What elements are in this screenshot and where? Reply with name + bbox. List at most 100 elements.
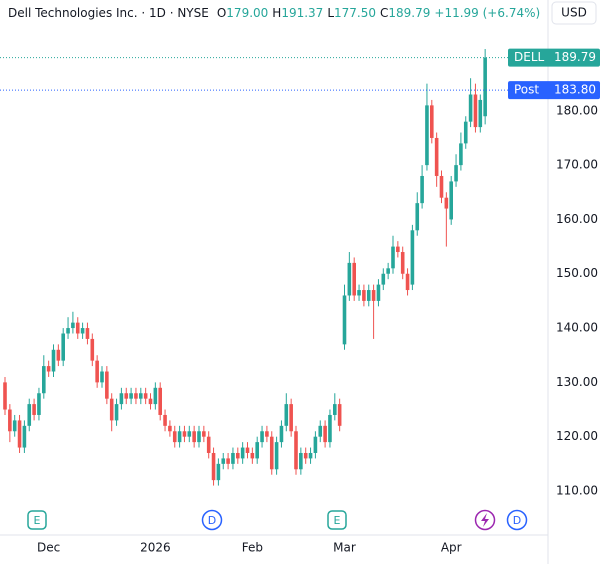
candle-body xyxy=(420,175,424,204)
candle-body xyxy=(61,333,65,361)
y-tick-label: 150.00 xyxy=(556,266,598,280)
ohlc-label: O xyxy=(217,6,226,20)
candle-body xyxy=(90,338,95,361)
currency-button[interactable] xyxy=(551,1,597,25)
candle-body xyxy=(255,442,259,459)
candle-body xyxy=(236,452,240,459)
candle-body xyxy=(342,295,347,345)
candle-body xyxy=(192,431,196,443)
candle-body xyxy=(313,436,318,453)
ohlc-value: 191.37 xyxy=(281,6,323,20)
candle-body xyxy=(376,284,381,301)
candle-body xyxy=(109,398,114,421)
event-icon[interactable] xyxy=(327,510,347,530)
candle-body xyxy=(415,203,420,231)
candle-body xyxy=(323,425,327,443)
candle-body xyxy=(22,425,27,448)
candle-body xyxy=(352,262,356,296)
candle-body xyxy=(12,420,17,432)
candle-body xyxy=(294,431,298,470)
candle-body xyxy=(245,447,250,453)
candle-body xyxy=(197,431,201,443)
candle-body xyxy=(105,371,109,399)
x-tick-label: 2026 xyxy=(140,541,171,555)
candle-body xyxy=(284,404,289,426)
event-label: D xyxy=(208,514,216,527)
candle-body xyxy=(119,393,124,405)
candle-body xyxy=(299,452,303,470)
candle-body xyxy=(444,197,449,209)
candle-body xyxy=(337,404,342,426)
candle-body xyxy=(216,463,221,481)
candle-body xyxy=(3,382,7,410)
candle-body xyxy=(163,414,167,426)
candle-body xyxy=(129,393,133,399)
candle-body xyxy=(100,371,104,383)
candle-body xyxy=(303,452,308,459)
candle-body xyxy=(454,165,458,182)
candle-body xyxy=(459,143,463,166)
candle-body xyxy=(483,57,487,117)
y-tick-label: 120.00 xyxy=(556,429,598,443)
candle-body xyxy=(366,290,371,301)
candle-body xyxy=(231,452,235,464)
event-label: E xyxy=(34,514,41,527)
candle-body xyxy=(439,175,444,198)
candle-body xyxy=(289,404,293,432)
x-tick-label: Mar xyxy=(333,541,356,555)
price-tag-value: 189.79 xyxy=(554,50,596,64)
candle-body xyxy=(46,366,51,372)
candle-body xyxy=(71,322,75,329)
candle-body xyxy=(153,387,158,405)
event-label: D xyxy=(513,514,521,527)
candle-body xyxy=(17,420,22,448)
candle-body xyxy=(269,436,274,470)
candle-body xyxy=(75,322,80,334)
candle-body xyxy=(240,447,245,459)
price-tag-value: 183.80 xyxy=(554,83,596,97)
candle-body xyxy=(381,273,386,285)
candle-body xyxy=(333,404,337,415)
event-icon[interactable] xyxy=(27,510,47,530)
ohlc-value: 189.79 xyxy=(388,6,430,20)
candle-body xyxy=(172,431,177,443)
ohlc-value: 179.00 xyxy=(226,6,268,20)
event-label: E xyxy=(334,514,341,527)
candle-body xyxy=(168,425,172,432)
candle-body xyxy=(148,398,153,405)
event-icon[interactable] xyxy=(506,509,528,531)
candle-body xyxy=(400,252,405,274)
candle-body xyxy=(274,442,279,470)
split-bolt xyxy=(481,513,489,527)
event-icon[interactable] xyxy=(201,509,223,531)
candle-body xyxy=(386,268,390,274)
candle-body xyxy=(124,393,129,399)
candle-body xyxy=(202,431,206,437)
x-tick-label: Feb xyxy=(242,541,263,555)
candle-body xyxy=(143,393,148,399)
candle-body xyxy=(95,360,99,383)
candle-body xyxy=(434,137,439,176)
candle-body xyxy=(318,425,323,437)
candle-body xyxy=(347,262,352,296)
candle-body xyxy=(177,431,182,443)
candle-body xyxy=(66,328,70,334)
price-tag-name: Post xyxy=(514,83,539,97)
currency: USD xyxy=(561,6,587,20)
y-tick-label: 180.00 xyxy=(556,103,598,117)
ohlc-label: C xyxy=(380,6,388,20)
y-tick-label: 110.00 xyxy=(556,484,598,498)
candle-body xyxy=(42,366,46,394)
ohlc-label: L xyxy=(327,6,334,20)
candle-body xyxy=(425,105,429,166)
candle-body xyxy=(260,431,264,443)
candle-body xyxy=(279,425,284,443)
change-value: +11.99 (+6.74%) xyxy=(434,6,540,20)
candle-body xyxy=(80,328,85,334)
candle-body xyxy=(211,452,216,481)
candle-body xyxy=(85,328,90,339)
y-tick-label: 140.00 xyxy=(556,321,598,335)
candle-body xyxy=(32,404,36,415)
